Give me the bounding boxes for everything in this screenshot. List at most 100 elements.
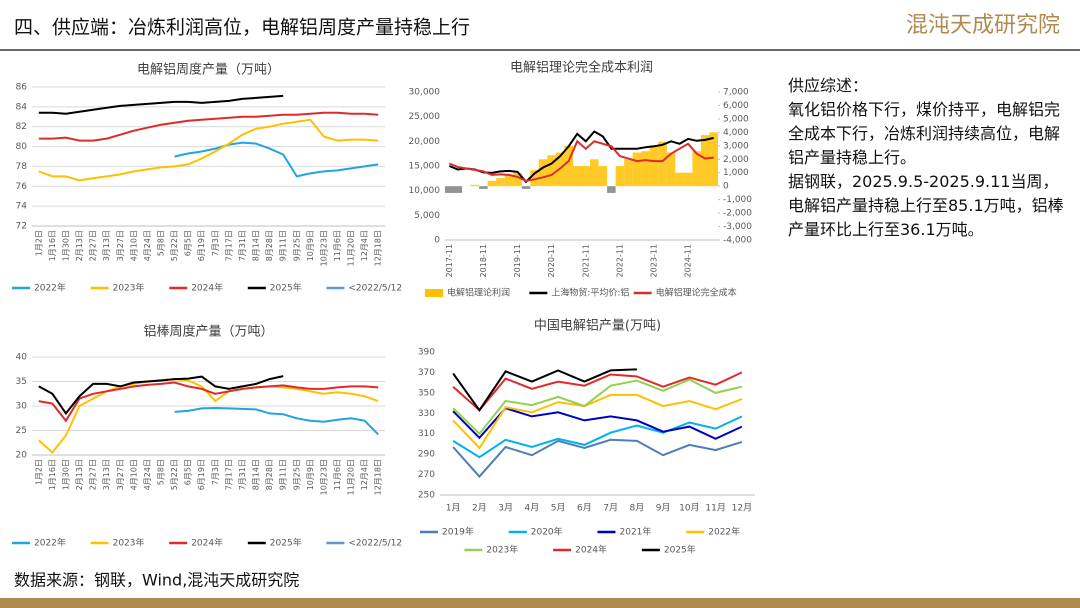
y-tick-label: 330 <box>418 409 435 419</box>
source-note: 数据来源：钢联，Wind,混沌天成研究院 <box>14 571 299 590</box>
x-tick-label: 11月 <box>705 503 725 514</box>
x-tick-label: 11月6日 <box>333 459 342 490</box>
x-tick-label: 9月25日 <box>292 230 301 261</box>
profit-bar <box>479 186 488 189</box>
profit-bar <box>453 186 463 193</box>
series-line <box>38 375 284 416</box>
series-line <box>448 139 714 182</box>
x-tick-label: 3月27日 <box>116 459 125 490</box>
y-tick-label: 250 <box>418 491 435 501</box>
x-tick-label: 2月27日 <box>89 230 98 261</box>
y-tick-label: 20 <box>16 451 28 461</box>
x-tick-label: 1月16日 <box>48 230 57 261</box>
profit-bar <box>470 184 480 187</box>
summary-heading: 供应综述： <box>788 76 869 95</box>
series-line <box>452 368 637 412</box>
profit-bar <box>487 180 497 187</box>
profit-bar <box>615 166 625 187</box>
x-tick-label: 7月3日 <box>211 459 220 485</box>
y-tick-label: 76 <box>16 182 28 192</box>
x-tick-label: 10月9日 <box>306 459 315 490</box>
y-tick-label: 5,000 <box>414 211 440 221</box>
y-tick-label: 10,000 <box>409 186 441 196</box>
x-tick-label: 4月24日 <box>143 230 152 261</box>
legend-label: 2025年 <box>664 544 696 556</box>
profit-bar <box>590 159 599 187</box>
y2-tick-label: 6,000 <box>723 101 749 111</box>
chart-title: 电解铝周度产量（万吨） <box>137 62 280 78</box>
x-tick-label: 7月31日 <box>238 230 247 261</box>
x-tick-label: 7月17日 <box>224 459 233 490</box>
legend-label: 2021年 <box>620 526 652 538</box>
legend-label: 电解铝理论完全成本 <box>656 287 737 299</box>
legend-label: 2023年 <box>113 282 145 294</box>
x-tick-label: 1月16日 <box>48 459 57 490</box>
y-tick-label: 15,000 <box>409 162 441 172</box>
x-tick-label: 10月23日 <box>319 230 328 266</box>
x-tick-label: 5月22日 <box>170 459 179 490</box>
profit-bar <box>521 186 531 189</box>
series-line <box>452 438 743 479</box>
profit-bar <box>658 141 667 187</box>
x-tick-label: 9月25日 <box>292 459 301 490</box>
x-tick-label: 1月2日 <box>34 459 43 485</box>
x-tick-label: 3月27日 <box>116 230 125 261</box>
profit-bar <box>632 152 642 187</box>
x-tick-label: 10月23日 <box>319 459 328 495</box>
legend-label: 2023年 <box>486 544 518 556</box>
series-line <box>448 130 714 184</box>
profit-bar <box>538 159 548 187</box>
x-tick-label: 9月 <box>656 503 671 514</box>
x-tick-label: 4月 <box>525 503 540 514</box>
x-tick-label: 1月30日 <box>61 230 70 261</box>
legend-label: 2022年 <box>34 537 66 549</box>
series-line <box>174 406 379 436</box>
x-tick-label: 11月20日 <box>347 230 356 266</box>
x-tick-label: 2017-11 <box>445 244 454 277</box>
y-tick-label: 0 <box>434 236 440 246</box>
x-tick-label: 10月9日 <box>306 230 315 261</box>
y-tick-label: 82 <box>16 122 27 132</box>
x-tick-label: 6月19日 <box>197 230 206 261</box>
summary: 供应综述： 氧化铝价格下行，煤价持平，电解铝完全成本下行，冶炼利润持续高位，电解… <box>788 74 1070 242</box>
x-tick-label: 4月10日 <box>129 230 138 261</box>
x-tick-label: 9月11日 <box>279 459 288 490</box>
y2-tick-label: 0 <box>723 182 729 192</box>
series-line <box>452 371 743 412</box>
profit-bar <box>675 172 684 187</box>
y-tick-label: 390 <box>418 348 435 358</box>
x-tick-label: 7月 <box>603 503 618 514</box>
y-tick-label: 350 <box>418 388 435 398</box>
y-tick-label: 290 <box>418 450 435 460</box>
x-tick-label: 5月 <box>551 503 566 514</box>
profit-bar <box>564 145 573 187</box>
legend-label: <2022/5/12 <box>348 539 402 549</box>
y2-tick-label: 1,000 <box>723 168 749 178</box>
chart-title: 中国电解铝产量(万吨) <box>534 319 661 334</box>
x-tick-label: 1月 <box>446 503 461 514</box>
series-line <box>38 111 379 142</box>
legend-label: 2020年 <box>531 526 563 538</box>
legend-label: 2025年 <box>270 537 302 549</box>
y2-tick-label: -4,000 <box>723 236 752 246</box>
profit-bar <box>504 175 514 187</box>
profit-bar <box>496 178 505 187</box>
profit-bar <box>445 186 454 193</box>
summary-paragraph: 氧化铝价格下行，煤价持平，电解铝完全成本下行，冶炼利润持续高位，电解铝产量持稳上… <box>788 100 1061 167</box>
x-tick-label: 11月6日 <box>333 230 342 261</box>
y-tick-label: 86 <box>16 83 28 93</box>
x-tick-label: 2019-11 <box>513 244 522 277</box>
x-tick-label: 5月8日 <box>156 230 165 256</box>
y-tick-label: 84 <box>16 102 28 112</box>
logo: 混沌天成研究院 <box>906 13 1060 38</box>
profit-bar <box>547 155 556 187</box>
legend-label: 2023年 <box>113 537 145 549</box>
series-line <box>38 378 379 455</box>
x-tick-label: 2023-11 <box>650 244 659 277</box>
legend-label: 2024年 <box>575 544 607 556</box>
x-tick-label: 2024-11 <box>684 244 693 277</box>
y-tick-label: 35 <box>16 377 27 387</box>
y-tick-label: 25,000 <box>409 112 441 122</box>
